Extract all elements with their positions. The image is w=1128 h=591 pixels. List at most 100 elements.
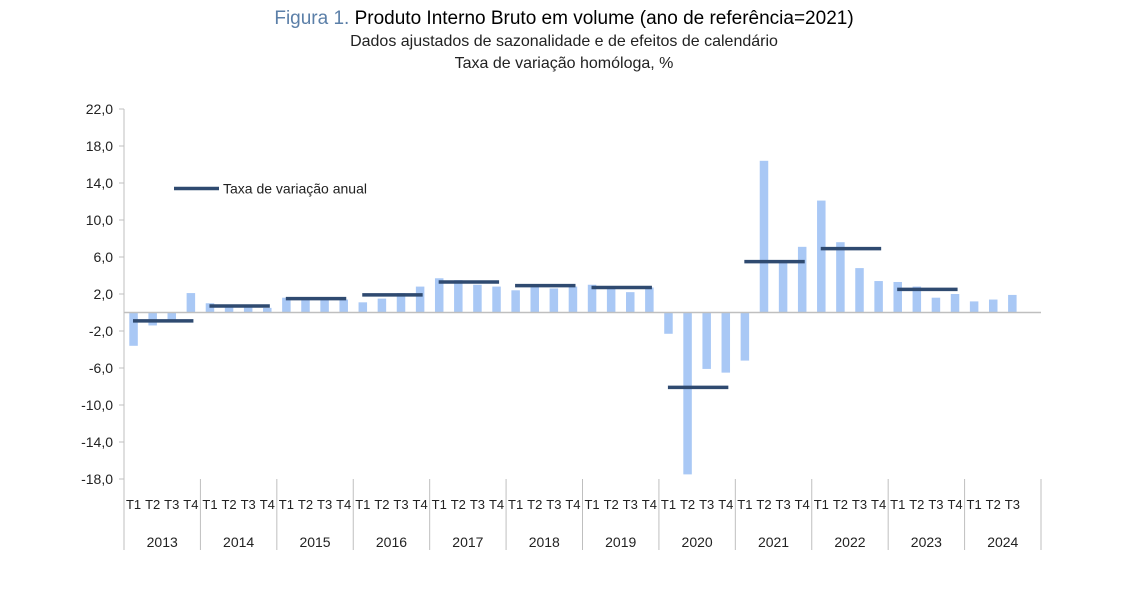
x-quarter-label: T4: [336, 497, 351, 512]
x-quarter-label: T1: [584, 497, 599, 512]
x-quarter-label: T1: [737, 497, 752, 512]
bar-2024-T2: [988, 299, 998, 313]
bar-2024-T1: [969, 301, 979, 313]
bar-2017-T3: [473, 284, 482, 313]
x-quarter-label: T2: [604, 497, 619, 512]
bar-2023-T2: [912, 286, 922, 313]
x-year-label: 2021: [758, 534, 789, 550]
x-quarter-label: T3: [928, 497, 943, 512]
x-year-label: 2020: [682, 534, 713, 550]
bar-2018-T1: [511, 290, 520, 313]
bar-2016-T3: [396, 293, 406, 313]
x-quarter-label: T3: [470, 497, 485, 512]
y-tick-label: -14,0: [81, 434, 113, 450]
x-quarter-label: T3: [623, 497, 638, 512]
bar-2022-T4: [874, 281, 883, 313]
x-quarter-label: T1: [126, 497, 141, 512]
bar-2023-T3: [931, 297, 941, 313]
chart-title: Figura 1. Produto Interno Bruto em volum…: [0, 7, 1128, 31]
x-quarter-label: T1: [508, 497, 523, 512]
bar-2015-T3: [320, 299, 329, 313]
x-quarter-label: T2: [909, 497, 924, 512]
y-tick-label: 18,0: [86, 138, 113, 154]
bar-2019-T3: [626, 292, 635, 313]
x-year-label: 2024: [987, 534, 1018, 550]
bar-2020-T3: [702, 312, 711, 369]
x-quarter-label: T1: [814, 497, 829, 512]
bar-2017-T4: [492, 286, 501, 313]
bar-2014-T3: [243, 305, 253, 313]
bar-2013-T4: [186, 293, 196, 313]
bar-2015-T1: [282, 297, 291, 313]
x-year-label: 2014: [223, 534, 254, 550]
x-year-label: 2015: [299, 534, 330, 550]
bar-2013-T2: [148, 312, 157, 326]
y-tick-label: -18,0: [81, 471, 113, 487]
x-quarter-label: T2: [374, 497, 389, 512]
y-tick-label: 6,0: [94, 249, 114, 265]
x-quarter-label: T3: [852, 497, 867, 512]
y-tick-label: 22,0: [86, 101, 113, 117]
bar-2014-T4: [263, 307, 272, 313]
bar-2017-T2: [454, 280, 463, 313]
bar-2024-T3: [1008, 294, 1017, 313]
x-quarter-label: T2: [680, 497, 695, 512]
bar-2018-T4: [568, 286, 578, 313]
bar-2016-T4: [415, 286, 425, 313]
x-quarter-label: T3: [393, 497, 408, 512]
x-quarter-label: T4: [947, 497, 962, 512]
y-tick-label: 2,0: [94, 286, 114, 302]
x-quarter-label: T4: [565, 497, 580, 512]
bar-2022-T1: [817, 200, 826, 313]
bar-2021-T3: [778, 262, 788, 313]
bar-2016-T1: [358, 302, 368, 313]
chart-subtitle-adjustment: Dados ajustados de sazonalidade e de efe…: [350, 33, 778, 50]
bar-2021-T4: [797, 246, 807, 313]
bar-2013-T1: [129, 312, 138, 346]
x-quarter-label: T2: [833, 497, 848, 512]
figure-number: Figura 1.: [274, 8, 350, 29]
bar-2022-T3: [855, 268, 864, 313]
bar-2015-T2: [301, 297, 310, 313]
x-quarter-label: T4: [489, 497, 504, 512]
x-quarter-label: T1: [661, 497, 676, 512]
x-quarter-label: T1: [279, 497, 294, 512]
x-quarter-label: T2: [298, 497, 313, 512]
y-tick-label: -2,0: [89, 323, 113, 339]
bar-2020-T1: [664, 312, 673, 334]
x-quarter-label: T1: [355, 497, 370, 512]
x-year-label: 2022: [834, 534, 865, 550]
x-quarter-label: T3: [164, 497, 179, 512]
x-quarter-label: T1: [890, 497, 905, 512]
x-year-label: 2013: [147, 534, 178, 550]
y-tick-label: -6,0: [89, 360, 113, 376]
bar-2023-T4: [950, 294, 960, 313]
x-quarter-label: T2: [145, 497, 160, 512]
bar-2018-T3: [549, 288, 559, 313]
bar-2019-T2: [606, 288, 616, 313]
x-quarter-label: T3: [546, 497, 561, 512]
x-year-label: 2023: [911, 534, 942, 550]
x-quarter-label: T2: [451, 497, 466, 512]
bar-2019-T1: [587, 284, 597, 313]
bar-2023-T1: [893, 281, 902, 313]
x-quarter-label: T4: [642, 497, 657, 512]
x-quarter-label: T4: [413, 497, 428, 512]
bar-2019-T4: [645, 287, 654, 313]
x-quarter-label: T1: [432, 497, 447, 512]
x-quarter-label: T4: [871, 497, 886, 512]
x-quarter-label: T3: [317, 497, 332, 512]
x-quarter-label: T4: [795, 497, 810, 512]
bar-2016-T2: [377, 298, 387, 313]
bar-2020-T4: [721, 312, 731, 373]
bar-2022-T2: [836, 242, 845, 313]
bar-2017-T1: [434, 278, 444, 313]
x-quarter-label: T2: [756, 497, 771, 512]
x-year-label: 2016: [376, 534, 407, 550]
chart-subtitle-unit: Taxa de variação homóloga, %: [454, 55, 674, 72]
figure-title: Produto Interno Bruto em volume (ano de …: [354, 8, 854, 29]
bar-2014-T2: [224, 305, 234, 313]
x-quarter-label: T1: [967, 497, 982, 512]
x-quarter-label: T2: [527, 497, 542, 512]
